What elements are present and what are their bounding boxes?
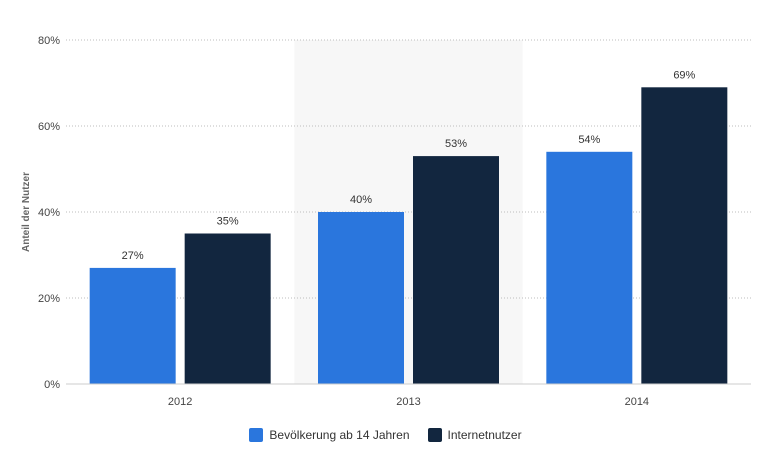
data-label: 54%: [578, 134, 600, 146]
data-label: 40%: [350, 194, 372, 206]
y-axis-ticks: 0% 20% 40% 60% 80%: [38, 35, 60, 391]
bar[interactable]: [641, 87, 728, 385]
gridlines: [66, 39, 751, 299]
bar[interactable]: [318, 212, 404, 384]
data-label: 69%: [673, 69, 695, 81]
legend: Bevölkerung ab 14 Jahren Internetnutzer: [0, 428, 771, 442]
y-tick-label: 80%: [38, 35, 60, 47]
y-tick-label: 20%: [38, 293, 60, 305]
bar[interactable]: [89, 267, 176, 384]
x-tick-label: 2014: [625, 396, 649, 408]
data-labels: 27% 35% 40% 53% 54% 69%: [122, 69, 696, 262]
x-axis-ticks: 2012 2013 2014: [168, 396, 649, 408]
x-tick-label: 2012: [168, 396, 192, 408]
y-tick-label: 40%: [38, 207, 60, 219]
data-label: 27%: [122, 250, 144, 262]
legend-label: Bevölkerung ab 14 Jahren: [269, 428, 410, 442]
legend-label: Internetnutzer: [447, 428, 522, 442]
legend-swatch: [249, 428, 264, 442]
bar[interactable]: [546, 151, 633, 384]
data-label: 53%: [445, 138, 467, 150]
legend-item-internetnutzer[interactable]: Internetnutzer: [427, 428, 522, 442]
legend-swatch: [427, 428, 442, 442]
bar[interactable]: [413, 156, 499, 384]
y-tick-label: 60%: [38, 121, 60, 133]
bar[interactable]: [184, 233, 271, 385]
legend-item-bevoelkerung[interactable]: Bevölkerung ab 14 Jahren: [249, 428, 410, 442]
data-label: 35%: [217, 216, 239, 228]
y-tick-label: 0%: [44, 379, 60, 391]
bars: [89, 87, 728, 385]
x-tick-label: 2013: [396, 396, 420, 408]
y-axis-label: Anteil der Nutzer: [21, 172, 32, 252]
